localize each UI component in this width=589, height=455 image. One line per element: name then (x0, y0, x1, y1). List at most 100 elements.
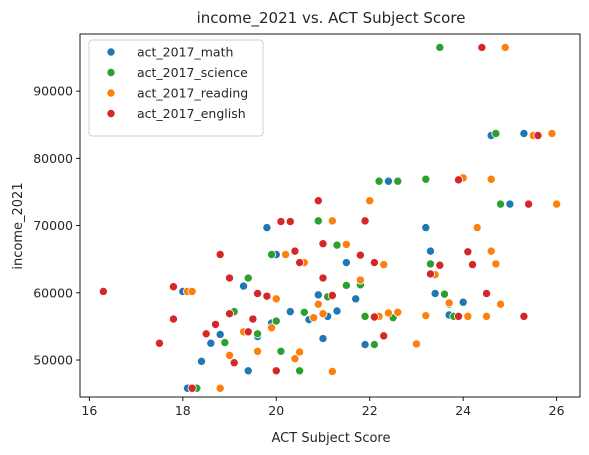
data-point-act-2017-science (276, 346, 286, 356)
y-tick-label: 70000 (33, 218, 73, 233)
x-tick-label: 22 (362, 403, 378, 418)
data-point-act-2017-reading (225, 350, 235, 360)
data-point-act-2017-english (369, 258, 379, 268)
data-point-act-2017-reading (281, 249, 291, 259)
data-point-act-2017-science (369, 340, 379, 350)
data-point-act-2017-reading (393, 307, 403, 317)
data-point-act-2017-english (295, 258, 305, 268)
data-point-act-2017-english (425, 269, 435, 279)
data-point-act-2017-math (360, 340, 370, 350)
x-tick-label: 16 (81, 403, 97, 418)
legend-box (88, 39, 264, 137)
data-point-act-2017-reading (365, 196, 375, 206)
data-point-act-2017-science (435, 42, 445, 52)
data-point-act-2017-reading (290, 354, 300, 364)
axes: 16 18 20 22 24 26 50000 60000 70000 80000 90000 (33, 33, 581, 418)
legend-label: act_2017_english (137, 106, 246, 121)
data-point-act-2017-english (225, 309, 235, 319)
data-point-act-2017-math (519, 128, 529, 138)
data-point-act-2017-reading (327, 366, 337, 376)
data-point-act-2017-english (313, 196, 323, 206)
data-point-act-2017-reading (253, 346, 263, 356)
data-point-act-2017-english (524, 199, 534, 209)
data-point-act-2017-math (430, 288, 440, 298)
data-point-act-2017-math (239, 281, 249, 291)
data-point-act-2017-math (351, 294, 361, 304)
x-tick-label: 24 (455, 403, 471, 418)
data-point-act-2017-science (439, 289, 449, 299)
legend-marker-act-2017-reading (106, 88, 116, 98)
data-point-act-2017-english (98, 286, 108, 296)
x-tick-label: 20 (268, 403, 284, 418)
y-axis-title: income_2021 (11, 182, 26, 269)
data-point-act-2017-science (299, 307, 309, 317)
data-point-act-2017-science (421, 174, 431, 184)
data-point-act-2017-math (425, 246, 435, 256)
data-point-act-2017-math (313, 290, 323, 300)
chart-title: income_2021 vs. ACT Subject Score (197, 9, 466, 28)
data-point-act-2017-english (225, 273, 235, 283)
data-point-act-2017-english (519, 311, 529, 321)
data-point-act-2017-english (168, 314, 178, 324)
data-point-act-2017-english (318, 273, 328, 283)
y-tick-label: 80000 (33, 151, 73, 166)
data-point-act-2017-english (276, 217, 286, 227)
data-point-act-2017-english (360, 216, 370, 226)
data-point-act-2017-english (318, 239, 328, 249)
y-tick-label: 90000 (33, 84, 73, 99)
data-point-act-2017-english (229, 358, 239, 368)
data-point-act-2017-english (211, 319, 221, 329)
data-point-act-2017-reading (313, 299, 323, 309)
data-point-act-2017-reading (341, 239, 351, 249)
y-tick-label: 60000 (33, 285, 73, 300)
x-tick-label: 26 (549, 403, 565, 418)
data-point-act-2017-science (374, 176, 384, 186)
data-point-act-2017-reading (500, 42, 510, 52)
data-point-act-2017-science (295, 366, 305, 376)
data-point-act-2017-math (341, 258, 351, 268)
data-point-act-2017-reading (463, 311, 473, 321)
data-point-act-2017-english (271, 366, 281, 376)
data-point-act-2017-science (253, 329, 263, 339)
data-point-act-2017-reading (271, 294, 281, 304)
data-point-act-2017-science (313, 216, 323, 226)
data-point-act-2017-math (285, 307, 295, 317)
data-point-act-2017-math (458, 297, 468, 307)
data-point-act-2017-science (341, 280, 351, 290)
data-point-act-2017-reading (421, 311, 431, 321)
data-point-act-2017-english (290, 246, 300, 256)
data-point-act-2017-reading (187, 286, 197, 296)
data-point-act-2017-english (168, 282, 178, 292)
data-point-act-2017-math (383, 176, 393, 186)
data-point-act-2017-english (154, 338, 164, 348)
data-point-act-2017-english (477, 42, 487, 52)
data-point-act-2017-reading (486, 174, 496, 184)
data-point-act-2017-reading (472, 223, 482, 233)
data-point-act-2017-english (215, 249, 225, 259)
data-point-act-2017-english (463, 247, 473, 257)
legend-label: act_2017_reading (137, 86, 248, 101)
data-point-act-2017-math (421, 223, 431, 233)
data-point-act-2017-reading (215, 383, 225, 393)
legend-marker-act-2017-math (106, 47, 116, 57)
data-point-act-2017-science (425, 259, 435, 269)
data-point-act-2017-reading (355, 275, 365, 285)
data-point-act-2017-math (505, 199, 515, 209)
data-point-act-2017-science (220, 338, 230, 348)
legend: act_2017_math act_2017_science act_2017_re… (88, 39, 264, 137)
y-tick-label: 50000 (33, 353, 73, 368)
data-point-act-2017-english (262, 291, 272, 301)
data-point-act-2017-reading (547, 128, 557, 138)
data-point-act-2017-science (496, 199, 506, 209)
data-point-act-2017-english (201, 329, 211, 339)
data-point-act-2017-reading (309, 313, 319, 323)
data-point-act-2017-science (393, 176, 403, 186)
data-point-act-2017-reading (552, 199, 562, 209)
legend-label: act_2017_science (137, 65, 248, 80)
data-point-act-2017-english (253, 288, 263, 298)
data-point-act-2017-science (271, 316, 281, 326)
data-point-act-2017-english (248, 314, 258, 324)
data-point-act-2017-english (482, 288, 492, 298)
x-tick-label: 18 (175, 403, 191, 418)
